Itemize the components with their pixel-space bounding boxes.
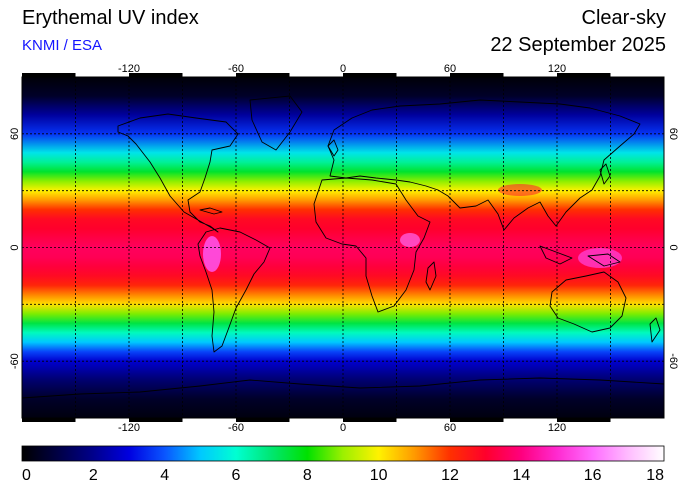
frame-tick-bottom bbox=[557, 418, 611, 422]
coast-indonesia bbox=[539, 245, 573, 265]
lon-tick-label-top: -120 bbox=[118, 63, 140, 75]
uv-hotspot-east-africa bbox=[400, 233, 420, 247]
coast-south-america bbox=[197, 227, 271, 353]
frame-tick-bottom bbox=[22, 418, 76, 422]
coast-new-guinea bbox=[587, 253, 621, 267]
lat-tick-label-left: 0 bbox=[9, 244, 21, 250]
frame-tick-top bbox=[343, 73, 397, 77]
coast-japan bbox=[599, 163, 611, 185]
colorbar-tick-label: 10 bbox=[370, 467, 388, 484]
coast-cuba bbox=[199, 207, 223, 215]
coast-new-zealand bbox=[649, 317, 661, 343]
colorbar-tick-label: 18 bbox=[646, 467, 664, 484]
frame-tick-top bbox=[557, 73, 611, 77]
credit-label: KNMI / ESA bbox=[22, 37, 103, 54]
coast-madagascar bbox=[425, 261, 437, 291]
colorbar: 0 2 4 6 8 10 12 14 16 18 bbox=[21, 445, 665, 484]
uv-hotspots bbox=[203, 184, 622, 272]
frame-tick-top bbox=[236, 73, 290, 77]
lon-tick-label-bottom: 120 bbox=[548, 422, 566, 434]
frame-tick-top bbox=[450, 73, 504, 77]
colorbar-labels: 0 2 4 6 8 10 12 14 16 18 bbox=[22, 467, 664, 484]
coast-australia bbox=[549, 271, 627, 333]
date-label: 22 September 2025 bbox=[490, 34, 666, 56]
colorbar-tick-label: 14 bbox=[512, 467, 530, 484]
colorbar-tick-label: 8 bbox=[303, 467, 312, 484]
coast-europe-asia bbox=[327, 99, 641, 231]
uv-hotspot-indonesia bbox=[578, 248, 622, 268]
coast-uk bbox=[327, 139, 339, 157]
frame-tick-bottom bbox=[450, 418, 504, 422]
frame-tick-bottom bbox=[129, 418, 183, 422]
lon-tick-label-top: 0 bbox=[340, 63, 346, 75]
sky-condition-label: Clear-sky bbox=[581, 7, 666, 29]
lat-tick-label-right: -60 bbox=[667, 353, 679, 369]
lon-tick-label-top: 60 bbox=[444, 63, 456, 75]
frame-ticks bbox=[22, 73, 611, 422]
coast-north-america bbox=[117, 113, 239, 233]
lat-tick-label-right: 0 bbox=[667, 244, 679, 250]
uv-hotspot-andes bbox=[203, 236, 221, 272]
colorbar-bar bbox=[21, 445, 665, 462]
frame-tick-top bbox=[129, 73, 183, 77]
lon-tick-label-top: -60 bbox=[228, 63, 244, 75]
lon-tick-label-bottom: 60 bbox=[444, 422, 456, 434]
map-area bbox=[21, 73, 665, 422]
colorbar-tick-label: 0 bbox=[22, 467, 31, 484]
frame-tick-bottom bbox=[343, 418, 397, 422]
axis-tick-labels: -120 -120 -60 -60 0 0 60 60 120 120 60 60 0 0 -60 -60 bbox=[9, 63, 679, 434]
frame-tick-bottom bbox=[236, 418, 290, 422]
lat-tick-label-left: -60 bbox=[9, 353, 21, 369]
lon-tick-label-bottom: -60 bbox=[228, 422, 244, 434]
map-title: Erythemal UV index bbox=[22, 7, 199, 29]
colorbar-tick-label: 6 bbox=[232, 467, 241, 484]
lon-tick-label-bottom: 0 bbox=[340, 422, 346, 434]
lon-tick-label-bottom: -120 bbox=[118, 422, 140, 434]
lon-tick-label-top: 120 bbox=[548, 63, 566, 75]
frame-tick-top bbox=[22, 73, 76, 77]
colorbar-tick-label: 2 bbox=[89, 467, 98, 484]
lat-tick-label-right: 60 bbox=[667, 128, 679, 140]
coast-greenland bbox=[249, 95, 303, 151]
colorbar-tick-label: 12 bbox=[441, 467, 459, 484]
colorbar-tick-label: 16 bbox=[584, 467, 602, 484]
uv-hotspot-tibet bbox=[498, 184, 542, 196]
lat-tick-label-left: 60 bbox=[9, 128, 21, 140]
coast-africa bbox=[313, 177, 431, 313]
coastlines bbox=[21, 95, 665, 399]
graticule bbox=[22, 77, 664, 418]
coast-antarctica bbox=[21, 377, 665, 399]
colorbar-tick-label: 4 bbox=[160, 467, 169, 484]
